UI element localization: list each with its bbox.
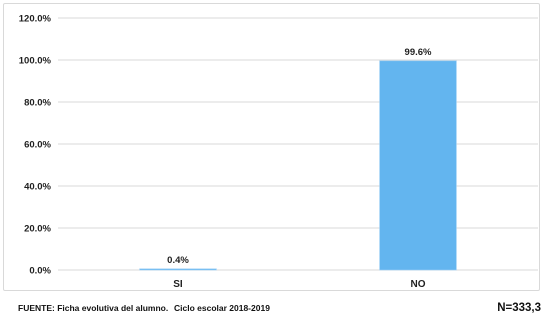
- bar: [379, 60, 457, 271]
- y-tick-label: 40.0%: [24, 182, 51, 193]
- x-tick-label: SI: [173, 279, 183, 290]
- data-label: 0.4%: [167, 255, 189, 266]
- source-note: FUENTE: Ficha evolutiva del alumno.: [18, 303, 169, 313]
- y-tick-label: 20.0%: [24, 224, 51, 235]
- y-tick-label: 0.0%: [29, 266, 51, 277]
- bar: [139, 268, 217, 271]
- data-label: 99.6%: [405, 47, 432, 58]
- y-tick-label: 60.0%: [24, 140, 51, 151]
- school-cycle-note: Ciclo escolar 2018-2019: [174, 303, 270, 313]
- y-tick-label: 80.0%: [24, 98, 51, 109]
- x-tick-label: NO: [411, 279, 426, 290]
- sample-size: N=333,3: [497, 302, 541, 314]
- bar-chart: 0.0% 20.0% 40.0% 60.0% 80.0% 100.0% 120.0% 0.4%…: [19, 14, 538, 290]
- y-tick-label: 120.0%: [19, 14, 52, 25]
- y-tick-label: 100.0%: [19, 56, 52, 67]
